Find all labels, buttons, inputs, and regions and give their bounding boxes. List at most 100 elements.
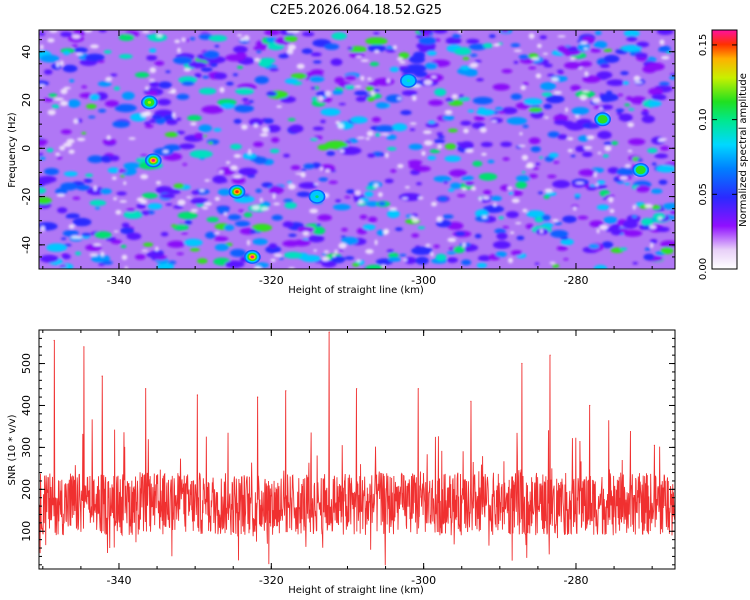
heatmap-cell xyxy=(85,173,93,178)
heatmap-low-cell xyxy=(170,88,177,94)
heatmap-cell xyxy=(324,43,340,50)
heatmap-cell xyxy=(269,148,280,154)
heatmap-cell xyxy=(354,90,368,96)
heatmap-cell xyxy=(589,220,604,228)
heatmap-low-cell xyxy=(75,52,83,56)
snr-spike-point xyxy=(356,388,358,390)
heatmap-cell xyxy=(634,52,648,59)
heatmap-low-cell xyxy=(437,144,443,149)
heatmap-cell xyxy=(81,232,92,237)
heatmap-cell xyxy=(94,206,101,210)
heatmap-cell xyxy=(341,236,359,245)
heatmap-peak-marker xyxy=(639,168,643,172)
heatmap-cell xyxy=(474,233,482,239)
heatmap-cell xyxy=(352,262,360,267)
heatmap-low-cell xyxy=(241,124,248,130)
heatmap-low-cell xyxy=(530,57,540,61)
heatmap-cell xyxy=(386,46,394,50)
heatmap-low-cell xyxy=(136,197,145,202)
heatmap-low-cell xyxy=(573,206,577,211)
heatmap-cell xyxy=(650,188,663,194)
heatmap-low-cell xyxy=(634,81,643,84)
heatmap-cell xyxy=(120,174,125,178)
heatmap-cell xyxy=(528,66,537,70)
heatmap-cell xyxy=(89,94,100,101)
heatmap-cell xyxy=(395,227,403,232)
heatmap-cell xyxy=(470,53,478,57)
heatmap-cell xyxy=(44,168,59,176)
heatmap-cell xyxy=(643,253,655,261)
heatmap-cell xyxy=(458,94,465,99)
heatmap-cell xyxy=(320,119,326,124)
heatmap-low-cell xyxy=(354,85,362,88)
heatmap-cell xyxy=(61,237,67,240)
heatmap-low-cell xyxy=(68,149,75,154)
heatmap-cell xyxy=(642,108,649,112)
heatmap-cell xyxy=(494,228,507,234)
heatmap-cell xyxy=(641,110,649,116)
heatmap-cell xyxy=(620,71,629,76)
heatmap-low-cell xyxy=(113,230,119,233)
heatmap-low-cell xyxy=(478,196,483,202)
heatmap-cell xyxy=(39,175,57,183)
heatmap-low-cell xyxy=(542,52,549,56)
heatmap-low-cell xyxy=(204,179,210,182)
heatmap-low-cell xyxy=(380,133,390,136)
snr-spike-point xyxy=(328,331,330,333)
heatmap-low-cell xyxy=(259,197,263,203)
x-tick-label: -300 xyxy=(411,274,436,287)
heatmap-low-cell xyxy=(55,152,61,156)
heatmap-cell xyxy=(176,93,190,100)
heatmap-cell xyxy=(147,33,168,42)
heatmap-cell xyxy=(553,119,569,126)
heatmap-low-cell xyxy=(608,196,614,203)
heatmap-cell xyxy=(411,246,433,255)
heatmap-cell xyxy=(184,219,192,225)
heatmap-frame xyxy=(38,29,676,270)
heatmap-cell xyxy=(118,54,133,59)
heatmap-low-cell xyxy=(575,115,580,119)
heatmap-cell xyxy=(85,103,97,109)
heatmap-low-cell xyxy=(313,249,317,252)
heatmap-cell xyxy=(290,73,307,79)
heatmap-cell xyxy=(386,146,397,151)
heatmap-cell xyxy=(84,53,105,62)
heatmap-low-cell xyxy=(582,90,590,93)
heatmap-cell xyxy=(296,191,311,198)
heatmap-low-cell xyxy=(63,142,73,147)
heatmap-low-cell xyxy=(463,128,469,134)
y-tick-label: 100 xyxy=(20,521,33,542)
heatmap-low-cell xyxy=(399,60,406,64)
heatmap-low-cell xyxy=(374,239,378,246)
snr-spike-point xyxy=(589,404,591,407)
heatmap-cell xyxy=(316,223,321,227)
heatmap-cell xyxy=(435,253,447,262)
heatmap-cell xyxy=(475,209,489,218)
heatmap-low-cell xyxy=(401,197,409,200)
heatmap-low-cell xyxy=(123,181,127,186)
heatmap-cell xyxy=(563,258,569,261)
heatmap-cell xyxy=(60,31,73,37)
heatmap-cell xyxy=(283,198,293,203)
heatmap-low-cell xyxy=(106,135,111,140)
heatmap-cell xyxy=(206,216,219,223)
heatmap-cell xyxy=(348,46,367,53)
colorbar-tick-label: 0.15 xyxy=(698,34,709,56)
heatmap-cell xyxy=(433,175,452,183)
heatmap-cell xyxy=(560,238,574,246)
heatmap-cell xyxy=(40,254,59,263)
heatmap-cell xyxy=(200,67,213,72)
heatmap-cell xyxy=(416,182,422,186)
heatmap-cell xyxy=(331,90,344,95)
heatmap-cell xyxy=(483,189,492,195)
heatmap-cell xyxy=(94,231,112,239)
colorbar: 0.00 0.05 0.10 0.15 Normalized spectral amp… xyxy=(698,29,749,280)
heatmap-low-cell xyxy=(300,172,306,178)
heatmap-low-cell xyxy=(119,200,127,203)
heatmap-cell xyxy=(218,179,228,183)
heatmap-cell xyxy=(266,91,278,97)
colorbar-ticks: 0.00 0.05 0.10 0.15 xyxy=(698,34,737,280)
heatmap-low-cell xyxy=(632,204,636,210)
heatmap-cell xyxy=(618,113,633,122)
heatmap-cell xyxy=(556,69,564,74)
